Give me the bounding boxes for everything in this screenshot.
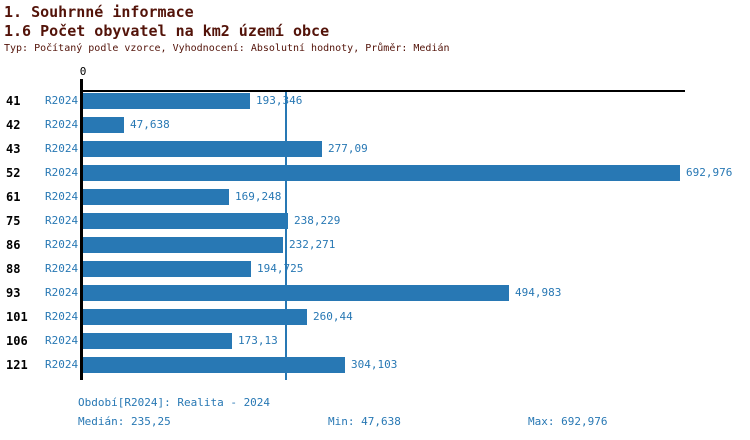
indicator-title: 1.6 Počet obyvatel na km2 území obce xyxy=(4,22,330,40)
bar-value-label: 169,248 xyxy=(235,190,282,203)
axis-origin-tick-label: 0 xyxy=(79,65,87,78)
bar xyxy=(83,237,283,253)
bar xyxy=(83,309,307,325)
bar xyxy=(83,261,251,277)
row-id-label: 41 xyxy=(6,94,21,108)
row-period-label: R2024 xyxy=(45,262,79,275)
bar-value-label: 494,983 xyxy=(515,286,562,299)
row-period-label: R2024 xyxy=(45,118,79,131)
bar-value-label: 47,638 xyxy=(130,118,170,131)
row-id-label: 88 xyxy=(6,262,21,276)
footer-max: Max: 692,976 xyxy=(528,415,608,428)
chart-row: 75 R2024 238,229 xyxy=(0,213,750,229)
footer-period-note: Období[R2024]: Realita - 2024 xyxy=(78,396,271,409)
row-id-label: 75 xyxy=(6,214,21,228)
row-period-label: R2024 xyxy=(45,214,79,227)
row-period-label: R2024 xyxy=(45,286,79,299)
chart-row: 121 R2024 304,103 xyxy=(0,357,750,373)
footer-median: Medián: 235,25 xyxy=(78,415,171,428)
report-section-title: 1. Souhrnné informace xyxy=(4,3,194,21)
bar xyxy=(83,333,232,349)
bar-value-label: 277,09 xyxy=(328,142,368,155)
bar xyxy=(83,165,680,181)
bar-value-label: 238,229 xyxy=(294,214,341,227)
row-id-label: 61 xyxy=(6,190,21,204)
row-period-label: R2024 xyxy=(45,142,79,155)
chart-row: 86 R2024 232,271 xyxy=(0,237,750,253)
row-id-label: 86 xyxy=(6,238,21,252)
indicator-meta: Typ: Počítaný podle vzorce, Vyhodnocení:… xyxy=(4,43,450,54)
row-period-label: R2024 xyxy=(45,358,79,371)
bar-value-label: 194,725 xyxy=(257,262,304,275)
row-period-label: R2024 xyxy=(45,94,79,107)
row-period-label: R2024 xyxy=(45,334,79,347)
bar-value-label: 304,103 xyxy=(351,358,398,371)
bar xyxy=(83,141,322,157)
row-period-label: R2024 xyxy=(45,238,79,251)
row-id-label: 52 xyxy=(6,166,21,180)
bar xyxy=(83,93,250,109)
bar-value-label: 193,346 xyxy=(256,94,303,107)
row-id-label: 106 xyxy=(6,334,28,348)
row-id-label: 43 xyxy=(6,142,21,156)
bar xyxy=(83,117,124,133)
row-id-label: 42 xyxy=(6,118,21,132)
chart-row: 41 R2024 193,346 xyxy=(0,93,750,109)
bar-value-label: 260,44 xyxy=(313,310,353,323)
median-line xyxy=(285,92,287,380)
row-period-label: R2024 xyxy=(45,166,79,179)
bar xyxy=(83,189,229,205)
y-axis-line xyxy=(80,79,83,380)
chart-row: 106 R2024 173,13 xyxy=(0,333,750,349)
chart-row: 88 R2024 194,725 xyxy=(0,261,750,277)
chart-row: 93 R2024 494,983 xyxy=(0,285,750,301)
footer-min: Min: 47,638 xyxy=(328,415,401,428)
chart-row: 42 R2024 47,638 xyxy=(0,117,750,133)
x-axis-line xyxy=(82,90,685,92)
chart-row: 101 R2024 260,44 xyxy=(0,309,750,325)
row-period-label: R2024 xyxy=(45,310,79,323)
bar-value-label: 173,13 xyxy=(238,334,278,347)
row-id-label: 101 xyxy=(6,310,28,324)
bar xyxy=(83,285,509,301)
chart-row: 61 R2024 169,248 xyxy=(0,189,750,205)
bar xyxy=(83,213,288,229)
row-id-label: 93 xyxy=(6,286,21,300)
bar xyxy=(83,357,345,373)
bar-value-label: 692,976 xyxy=(686,166,733,179)
row-period-label: R2024 xyxy=(45,190,79,203)
chart-row: 52 R2024 692,976 xyxy=(0,165,750,181)
row-id-label: 121 xyxy=(6,358,28,372)
chart-row: 43 R2024 277,09 xyxy=(0,141,750,157)
bar-value-label: 232,271 xyxy=(289,238,336,251)
